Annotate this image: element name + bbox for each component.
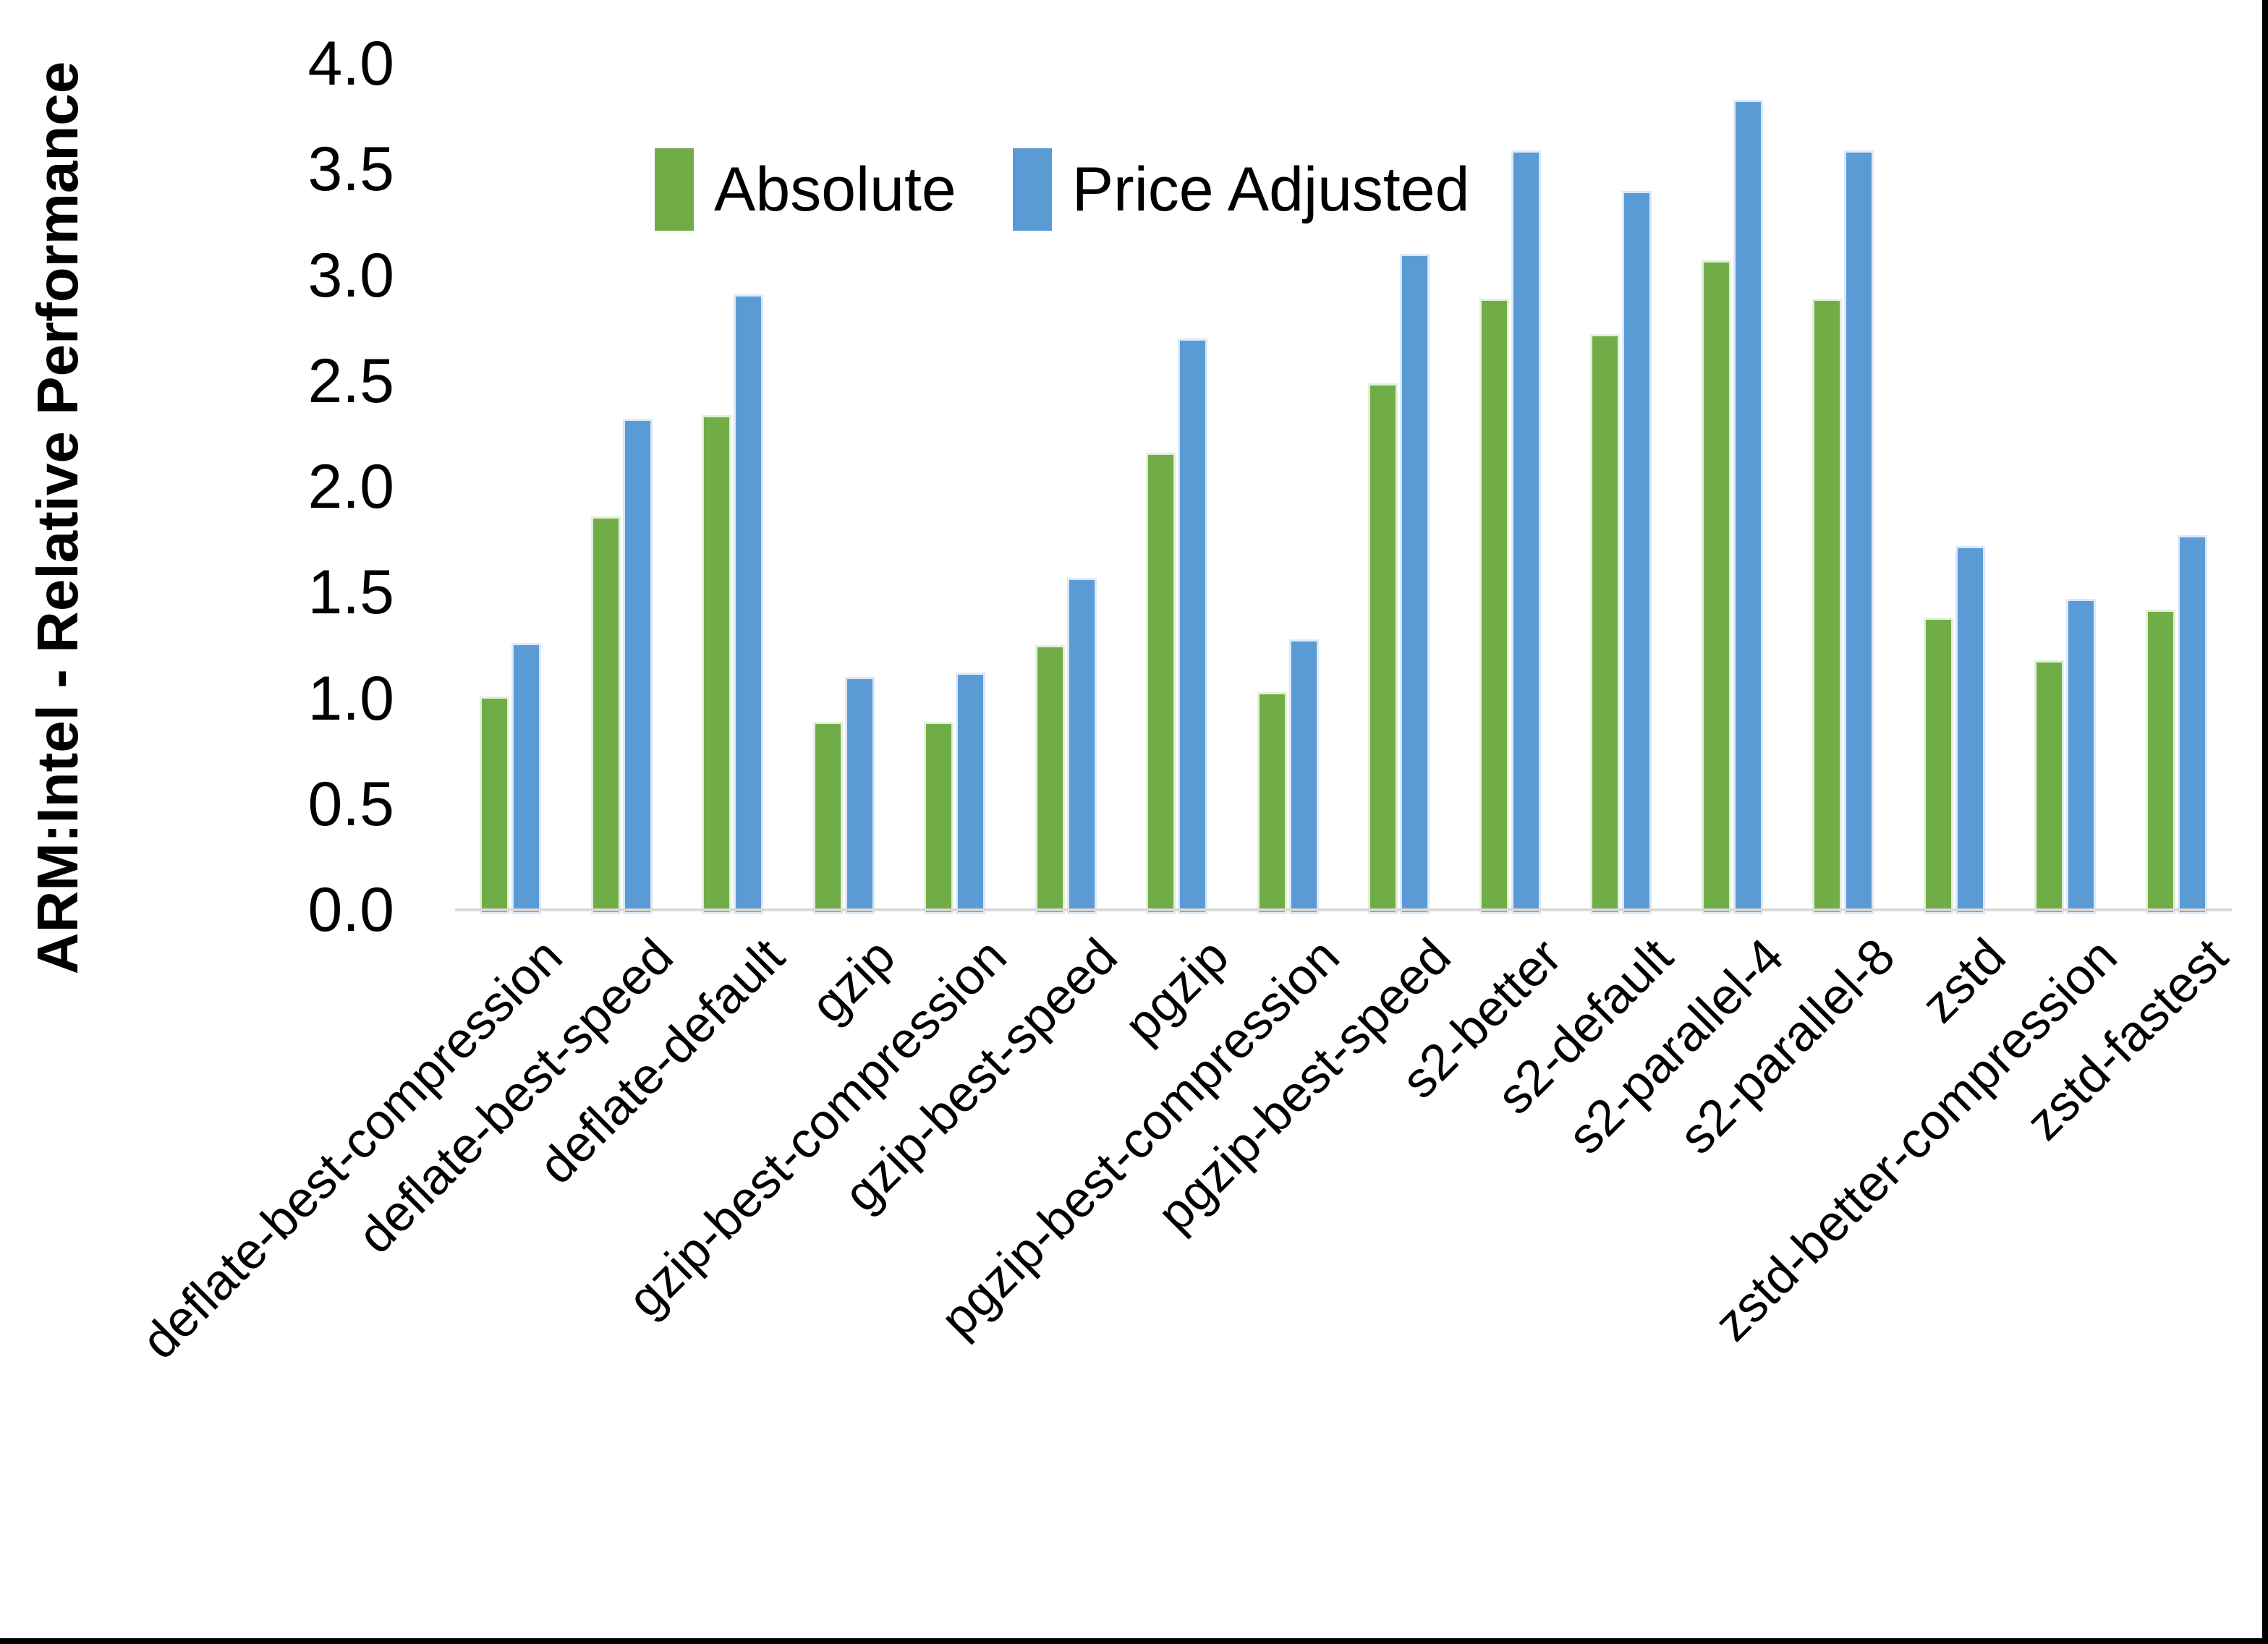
bar-price-adjusted-zstd-fastest xyxy=(2177,535,2207,914)
y-tick-label: 2.0 xyxy=(307,452,394,521)
bar-price-adjusted-deflate-best-compression xyxy=(511,643,542,914)
legend-swatch-icon xyxy=(1012,148,1052,231)
bar-absolute-s2-default xyxy=(1590,334,1621,914)
bar-absolute-s2-better xyxy=(1479,298,1509,914)
bar-absolute-deflate-best-compression xyxy=(480,696,510,914)
bar-price-adjusted-pgzip xyxy=(1178,338,1208,914)
bar-price-adjusted-s2-default xyxy=(1622,190,1652,914)
legend-item-absolute: Absolute xyxy=(655,148,956,231)
y-axis-title: ARM:Intel - Relative Performance xyxy=(25,61,90,975)
screenshot-bottom-border xyxy=(0,1638,2268,1644)
bar-absolute-deflate-default xyxy=(702,414,732,914)
bar-absolute-gzip-best-compression xyxy=(924,721,954,914)
bar-absolute-pgzip-best-speed xyxy=(1368,383,1398,914)
bar-absolute-deflate-best-speed xyxy=(590,516,621,914)
bar-absolute-pgzip xyxy=(1146,453,1176,914)
bar-absolute-zstd-better-compression xyxy=(2034,660,2065,914)
y-tick-label: 0.5 xyxy=(307,769,394,839)
bar-absolute-zstd xyxy=(1923,618,1953,914)
y-tick-label: 1.5 xyxy=(307,558,394,628)
y-tick-label: 3.0 xyxy=(307,240,394,310)
bar-price-adjusted-deflate-best-speed xyxy=(622,419,653,914)
bar-absolute-gzip-best-speed xyxy=(1035,645,1065,914)
bar-price-adjusted-gzip-best-compression xyxy=(956,673,986,914)
legend-label: Price Adjusted xyxy=(1071,155,1470,224)
bar-price-adjusted-pgzip-best-compression xyxy=(1288,639,1319,914)
legend: Absolute Price Adjusted xyxy=(655,148,1469,231)
bar-absolute-gzip xyxy=(812,721,843,914)
x-axis-line xyxy=(455,908,2232,911)
y-tick-label: 1.0 xyxy=(307,663,394,733)
y-tick-label: 2.5 xyxy=(307,346,394,416)
bar-absolute-pgzip-best-compression xyxy=(1257,691,1287,914)
bar-price-adjusted-gzip-best-speed xyxy=(1066,577,1097,914)
legend-swatch-icon xyxy=(655,148,694,231)
screenshot-right-border xyxy=(2262,0,2268,1644)
legend-item-price-adjusted: Price Adjusted xyxy=(1012,148,1470,231)
bar-price-adjusted-deflate-default xyxy=(734,294,764,914)
bar-price-adjusted-pgzip-best-speed xyxy=(1400,254,1430,914)
bar-price-adjusted-s2-better xyxy=(1511,150,1541,914)
y-tick-label: 3.5 xyxy=(307,135,394,205)
bar-price-adjusted-zstd xyxy=(1955,545,1985,914)
bar-absolute-s2-parallel-8 xyxy=(1812,298,1843,914)
y-tick-label: 0.0 xyxy=(307,875,394,945)
bar-absolute-zstd-fastest xyxy=(2145,609,2175,914)
bar-price-adjusted-gzip xyxy=(844,677,875,914)
y-tick-label: 4.0 xyxy=(307,29,394,98)
bar-price-adjusted-s2-parallel-8 xyxy=(1844,150,1874,914)
bar-price-adjusted-s2-parallel-4 xyxy=(1733,99,1763,914)
bar-price-adjusted-zstd-better-compression xyxy=(2066,599,2097,914)
legend-label: Absolute xyxy=(714,155,956,224)
bar-absolute-s2-parallel-4 xyxy=(1701,260,1731,914)
